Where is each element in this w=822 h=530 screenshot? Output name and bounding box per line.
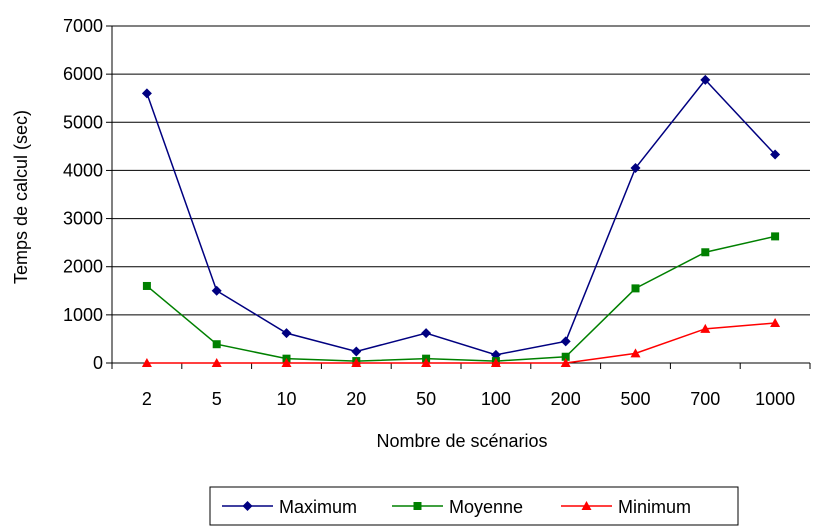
data-point: [351, 346, 362, 357]
x-tick-label: 5: [212, 389, 222, 409]
series-line: [146, 78, 776, 356]
legend-item-moyenne: Moyenne: [392, 497, 523, 517]
x-tick-label: 2: [142, 389, 152, 409]
legend: Maximum Moyenne Minimum: [209, 486, 739, 526]
legend-label: Minimum: [618, 497, 691, 517]
data-point: [770, 149, 781, 160]
data-point: [421, 328, 432, 339]
y-tick-label: 0: [93, 353, 103, 373]
legend-marker: [581, 501, 592, 510]
y-tick-label: 7000: [63, 16, 103, 36]
data-point: [281, 358, 292, 367]
legend-marker: [413, 502, 422, 510]
y-tick-label: 5000: [63, 112, 103, 132]
data-point: [142, 281, 151, 290]
data-point: [212, 340, 221, 349]
y-tick-labels: 0 1000 2000 3000 4000 5000 6000 7000: [63, 16, 103, 373]
x-tick-label: 200: [551, 389, 581, 409]
data-point: [770, 318, 781, 328]
series-line: [146, 235, 776, 362]
data-point: [701, 248, 710, 257]
x-tick-label: 10: [276, 389, 296, 409]
data-point: [700, 74, 711, 85]
data-point: [700, 323, 711, 333]
x-tick-label: 50: [416, 389, 436, 409]
data-point: [141, 358, 152, 367]
y-tick-label: 6000: [63, 64, 103, 84]
data-point: [560, 358, 571, 367]
series-moyenne: [142, 232, 780, 366]
data-point: [211, 358, 222, 367]
y-tick-label: 4000: [63, 160, 103, 180]
series: [141, 74, 781, 367]
data-point: [281, 328, 292, 339]
legend-marker: [242, 501, 253, 511]
data-point: [560, 336, 571, 347]
legend-box: [209, 486, 739, 526]
x-tick-label: 100: [481, 389, 511, 409]
gridlines: [112, 25, 810, 316]
x-tick-label: 500: [620, 389, 650, 409]
x-tick-label: 1000: [755, 389, 795, 409]
data-point: [630, 163, 641, 174]
x-tick-label: 20: [346, 389, 366, 409]
legend-item-maximum: Maximum: [222, 497, 357, 517]
data-point: [631, 284, 640, 293]
series-line: [146, 322, 776, 364]
data-point: [141, 88, 152, 99]
x-tick-labels: 2 5 10 20 50 100 200 500 700 1000: [142, 389, 795, 409]
legend-label: Maximum: [279, 497, 357, 517]
x-axis-title: Nombre de scénarios: [376, 431, 547, 451]
y-tick-label: 1000: [63, 305, 103, 325]
data-point: [630, 348, 641, 358]
legend-label: Moyenne: [449, 497, 523, 517]
data-point: [421, 358, 432, 367]
data-point: [351, 358, 362, 367]
y-tick-label: 2000: [63, 257, 103, 277]
series-minimum: [141, 318, 781, 367]
x-tick-label: 700: [690, 389, 720, 409]
legend-item-minimum: Minimum: [561, 497, 691, 517]
data-point: [211, 285, 222, 296]
series-maximum: [141, 74, 781, 360]
data-point: [490, 358, 501, 367]
y-axis-title: Temps de calcul (sec): [11, 110, 31, 284]
data-point: [561, 352, 570, 361]
data-point: [771, 232, 780, 241]
y-tick-label: 3000: [63, 209, 103, 229]
